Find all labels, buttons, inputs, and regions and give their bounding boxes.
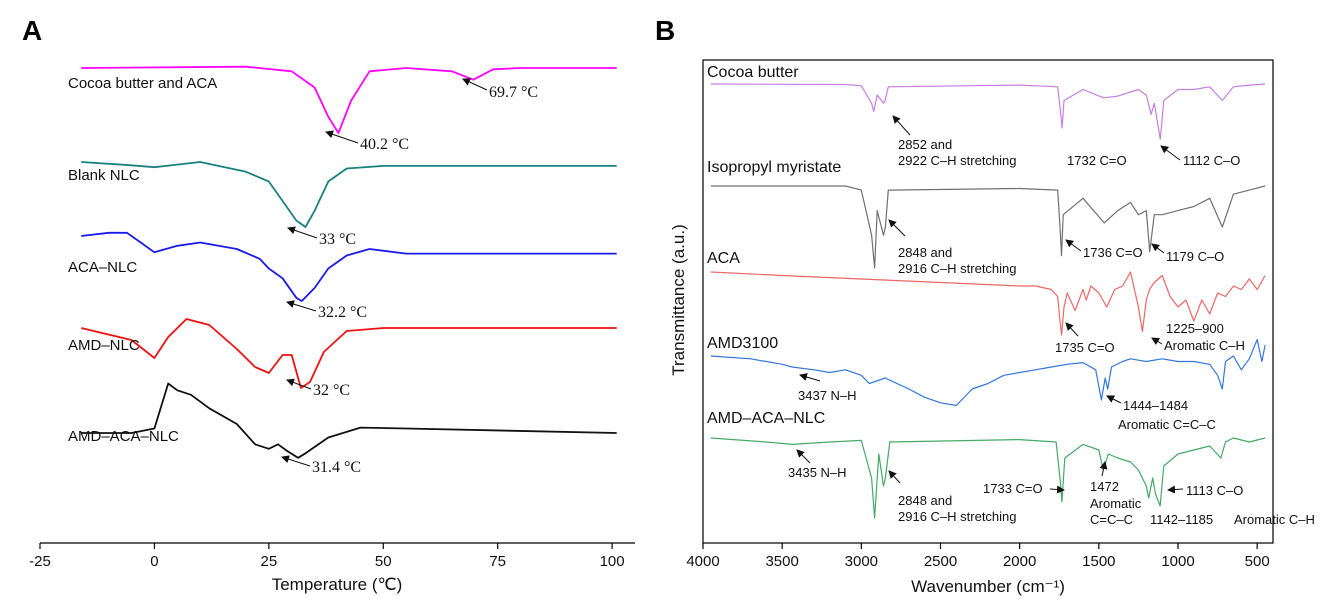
a-label-amd-aca-nlc: AMD–ACA–NLC xyxy=(68,428,179,445)
b-label-amd-aca-nlc: AMD–ACA–NLC xyxy=(707,410,825,427)
a-arrow-33 xyxy=(287,226,318,239)
b-label-amd3100: AMD3100 xyxy=(707,335,778,352)
b-arrow-2848a xyxy=(888,219,906,237)
b-ann-aromatic: Aromatic xyxy=(1090,496,1142,511)
a-ann-40-2: 40.2 °C xyxy=(360,136,409,153)
b-x-tick-label: 3500 xyxy=(765,553,798,570)
b-ann-2916b: 2916 C–H stretching xyxy=(898,509,1017,524)
a-ann-69-7: 69.7 °C xyxy=(489,84,538,101)
b-ann-1113: 1113 C–O xyxy=(1186,483,1243,498)
b-ann-3435: 3435 N–H xyxy=(788,465,847,480)
b-spectrum-aca xyxy=(710,271,1266,336)
b-ann-2922: 2922 C–H stretching xyxy=(898,153,1017,168)
b-x-tick-label: 1000 xyxy=(1161,553,1194,570)
b-arrow-1736 xyxy=(1065,239,1082,252)
panel-b-ftir: 4000 3500 3000 2500 2000 1500 1000 500 Cocoa bu… xyxy=(669,59,1315,596)
b-arrow-2848b xyxy=(888,470,901,484)
panel-b-frame xyxy=(702,59,1274,544)
b-ann-1142-1185: 1142–1185 xyxy=(1150,512,1213,527)
b-arrow-1444 xyxy=(1106,395,1122,404)
b-x-tick-label: 3000 xyxy=(845,553,878,570)
a-curve-aca-nlc xyxy=(81,231,617,302)
b-x-axis-title: Wavenumber (cm⁻¹) xyxy=(911,577,1065,596)
a-label-aca-nlc: ACA–NLC xyxy=(68,259,137,276)
b-arrow-1472 xyxy=(1099,461,1108,477)
b-ann-2848a: 2848 and xyxy=(898,245,952,260)
a-x-tick-label: 100 xyxy=(600,553,625,570)
a-curve-amd-aca-nlc xyxy=(81,382,617,459)
a-label-amd-nlc: AMD–NLC xyxy=(68,337,140,354)
panel-b-x-ticks: 4000 3500 3000 2500 2000 1500 1000 500 xyxy=(686,543,1270,570)
a-curve-blank-nlc xyxy=(81,161,617,228)
a-label-blank-nlc: Blank NLC xyxy=(68,167,140,184)
b-arrow-1733 xyxy=(1049,485,1065,494)
b-arrow-3435 xyxy=(796,449,811,464)
a-ann-32: 32 °C xyxy=(313,382,350,399)
a-x-tick-label: 0 xyxy=(150,553,158,570)
b-x-tick-label: 2000 xyxy=(1003,553,1036,570)
a-ann-31-4: 31.4 °C xyxy=(312,459,361,476)
b-ann-1733: 1733 C=O xyxy=(983,481,1043,496)
b-ann-1732: 1732 C=O xyxy=(1067,153,1127,168)
a-arrow-40-2 xyxy=(325,130,359,144)
b-label-cocoa-butter: Cocoa butter xyxy=(707,64,799,81)
a-x-tick-label: 50 xyxy=(375,553,392,570)
b-arrow-1113 xyxy=(1167,485,1184,494)
b-ann-1179: 1179 C–O xyxy=(1166,249,1224,264)
b-ann-1735: 1735 C=O xyxy=(1055,340,1115,355)
b-ann-2916a: 2916 C–H stretching xyxy=(898,261,1017,276)
a-ann-32-2: 32.2 °C xyxy=(318,304,367,321)
b-ann-ccc: C=C–C xyxy=(1090,512,1133,527)
b-ann-aromatic-ch: Aromatic C–H xyxy=(1164,338,1245,353)
b-arrow-1112 xyxy=(1160,145,1181,161)
b-spectrum-isopropyl-myristate xyxy=(710,185,1266,269)
b-ann-1736: 1736 C=O xyxy=(1083,245,1143,260)
a-label-cocoa-butter-aca: Cocoa butter and ACA xyxy=(68,75,217,92)
panel-b-letter: B xyxy=(655,15,675,46)
b-x-tick-label: 1500 xyxy=(1082,553,1115,570)
panel-a-dsc: -25 0 25 50 75 100 Cocoa butter and ACA Blank… xyxy=(29,65,635,594)
b-ann-1472: 1472 xyxy=(1090,479,1119,494)
panel-b-curves xyxy=(710,83,1266,519)
b-arrow-3437 xyxy=(799,373,821,382)
panel-a-x-ticks: -25 0 25 50 75 100 xyxy=(29,543,625,570)
a-arrow-69-7 xyxy=(462,78,488,91)
a-curve-cocoa-butter-and-aca xyxy=(81,65,617,134)
panel-a-curves xyxy=(80,65,617,459)
b-spectrum-amd3100 xyxy=(710,338,1266,407)
b-spectrum-cocoa-butter xyxy=(710,83,1266,140)
a-ann-33: 33 °C xyxy=(319,231,356,248)
b-ann-aromatic-ccc: Aromatic C=C–C xyxy=(1118,417,1216,432)
b-ann-1112: 1112 C–O xyxy=(1183,153,1240,168)
b-ann-2848b: 2848 and xyxy=(898,493,952,508)
b-ann-1225-900: 1225–900 xyxy=(1166,321,1224,336)
b-label-isopropyl-myristate: Isopropyl myristate xyxy=(707,159,841,176)
a-arrow-32 xyxy=(286,378,312,390)
a-arrow-31-4 xyxy=(281,455,311,467)
a-x-axis-title: Temperature (℃) xyxy=(272,575,403,594)
b-ann-2852: 2852 and xyxy=(898,137,952,152)
a-curve-amd-nlc xyxy=(80,318,617,389)
b-arrow-1735 xyxy=(1065,322,1079,337)
b-ann-aromatic-ch-2: Aromatic C–H xyxy=(1234,512,1315,527)
b-arrow-2852 xyxy=(892,115,911,136)
a-x-tick-label: -25 xyxy=(29,553,51,570)
b-label-aca: ACA xyxy=(707,250,740,267)
b-ann-1444-1484: 1444–1484 xyxy=(1123,398,1188,413)
b-x-tick-label: 500 xyxy=(1245,553,1270,570)
panel-a-letter: A xyxy=(22,15,42,46)
a-x-tick-label: 75 xyxy=(489,553,506,570)
b-x-tick-label: 4000 xyxy=(686,553,719,570)
b-x-tick-label: 2500 xyxy=(924,553,957,570)
b-arrow-1179 xyxy=(1151,243,1165,254)
a-arrow-32-2 xyxy=(286,300,317,312)
a-x-tick-label: 25 xyxy=(261,553,278,570)
b-arrow-aromatic-ch xyxy=(1151,337,1163,346)
b-y-axis-title: Transmittance (a.u.) xyxy=(669,224,688,375)
b-ann-3437: 3437 N–H xyxy=(798,388,857,403)
